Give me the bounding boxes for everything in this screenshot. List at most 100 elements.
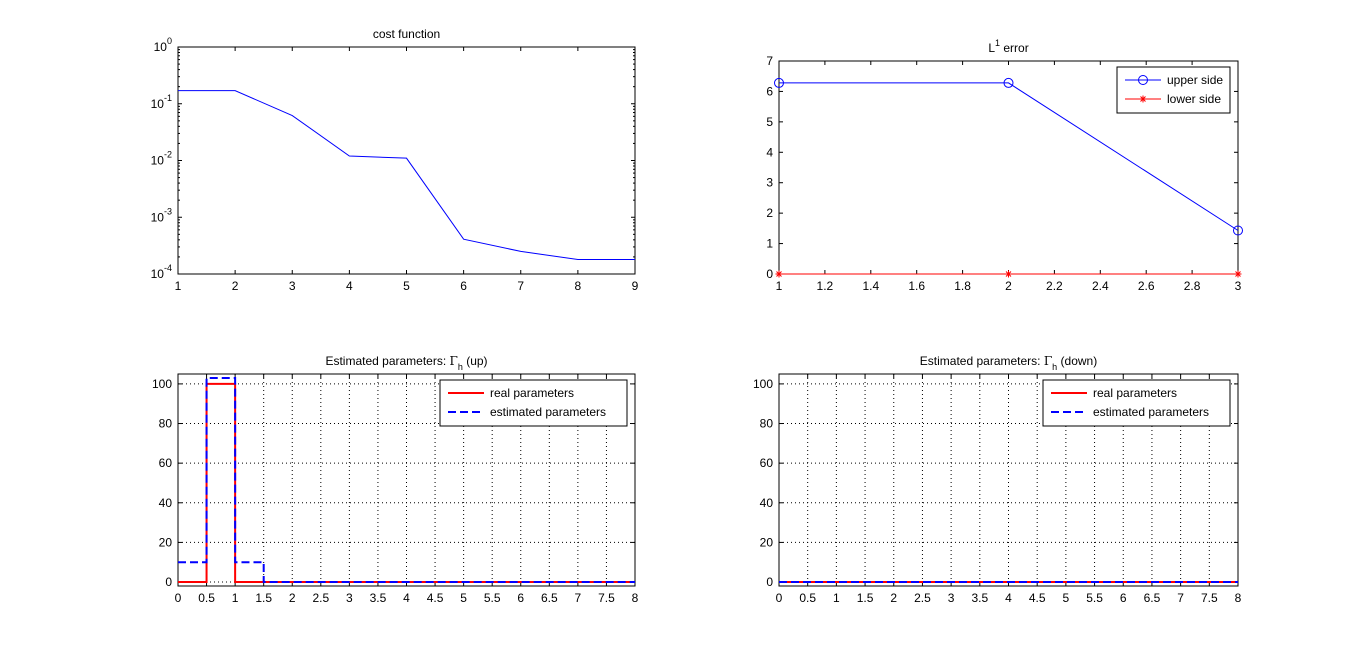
data-point-star — [775, 270, 783, 278]
y-tick-label: 6 — [766, 84, 773, 98]
x-tick-label: 2 — [1005, 279, 1012, 293]
x-tick-label: 3 — [948, 591, 955, 605]
series-line-estimated-parameters — [178, 376, 635, 584]
y-tick-label: 2 — [766, 206, 773, 220]
y-tick-label-base: 10 — [154, 40, 168, 54]
y-tick-label-exponent: -2 — [164, 150, 172, 160]
x-tick-label: 0.5 — [799, 591, 816, 605]
title-prefix: Estimated parameters: — [325, 354, 449, 368]
y-tick-label: 100 — [154, 36, 172, 54]
x-tick-label: 6 — [517, 591, 524, 605]
data-point-circle — [1003, 77, 1014, 88]
x-tick-label: 9 — [632, 279, 639, 293]
title-symbol: Γ — [450, 354, 458, 368]
data-point-star — [1005, 270, 1012, 278]
title-subscript: h — [1052, 362, 1057, 372]
x-tick-label: 5.5 — [1086, 591, 1103, 605]
title-suffix: (up) — [463, 354, 488, 368]
y-tick-label: 3 — [766, 176, 773, 190]
x-tick-label: 0.5 — [198, 591, 215, 605]
y-tick-label: 10-2 — [151, 150, 172, 168]
data-point-star — [1234, 270, 1242, 278]
legend-label: real parameters — [1093, 386, 1177, 400]
x-tick-label: 1 — [232, 591, 239, 605]
legend-box — [439, 379, 628, 427]
chart-title: Estimated parameters: Γh (down) — [920, 354, 1097, 372]
x-tick-label: 2 — [890, 591, 897, 605]
legend: upper side lower side — [1116, 66, 1231, 114]
x-tick-label: 1.2 — [817, 279, 834, 293]
x-tick-label: 3 — [346, 591, 353, 605]
x-tick-label: 0 — [776, 591, 783, 605]
y-tick-label-base: 10 — [151, 97, 165, 111]
x-tick-label: 2.5 — [312, 591, 329, 605]
y-tick-label: 20 — [159, 535, 173, 549]
y-tick-label: 100 — [753, 377, 773, 391]
series-line-real-parameters — [178, 382, 635, 584]
x-tick-label: 2.6 — [1138, 279, 1155, 293]
y-tick-label-base: 10 — [151, 267, 165, 281]
legend: real parameters estimated parameters — [439, 379, 628, 427]
x-tick-label: 1 — [175, 279, 182, 293]
series-line-0 — [178, 90, 635, 261]
chart-gamma-down: 0 0.5 1 1.5 2 2.5 3 3.5 4 4.5 5 5.5 6 6.5 7 7.5 80204060… — [753, 354, 1242, 605]
chart-title: L1 error — [988, 38, 1028, 55]
legend-label: upper side — [1167, 73, 1223, 87]
x-tick-label: 1.8 — [954, 279, 971, 293]
x-tick-label: 1.5 — [255, 591, 272, 605]
y-tick-label: 4 — [766, 145, 773, 159]
x-tick-label: 3 — [1235, 279, 1242, 293]
star-stroke — [1235, 271, 1241, 277]
legend-label: real parameters — [490, 386, 574, 400]
y-tick-label: 0 — [766, 267, 773, 281]
y-tick-label: 40 — [760, 496, 774, 510]
x-tick-label: 7.5 — [1201, 591, 1218, 605]
plot-area — [177, 46, 636, 275]
y-tick-label-base: 10 — [151, 154, 165, 168]
title-symbol: Γ — [1044, 354, 1052, 368]
title-subscript: h — [458, 362, 463, 372]
x-tick-label: 5.5 — [484, 591, 501, 605]
x-tick-label: 6 — [460, 279, 467, 293]
y-tick-label-exponent: 0 — [167, 36, 172, 46]
x-tick-label: 6.5 — [541, 591, 558, 605]
x-tick-label: 2 — [232, 279, 239, 293]
x-tick-label: 7 — [517, 279, 524, 293]
y-tick-label-base: 10 — [151, 210, 165, 224]
y-tick-label: 20 — [760, 535, 774, 549]
title-superscript: 1 — [995, 38, 1000, 48]
legend: real parameters estimated parameters — [1042, 379, 1231, 427]
x-tick-label: 2.8 — [1184, 279, 1201, 293]
x-tick-label: 4.5 — [427, 591, 444, 605]
x-tick-label: 6.5 — [1144, 591, 1161, 605]
y-tick-label: 10-1 — [151, 93, 172, 111]
y-tick-label: 7 — [766, 54, 773, 68]
chart-title: Estimated parameters: Γh (up) — [325, 354, 487, 372]
data-point-circle — [774, 77, 784, 88]
title-suffix: (down) — [1057, 354, 1097, 368]
x-tick-label: 1.5 — [857, 591, 874, 605]
title-prefix: Estimated parameters: — [920, 354, 1044, 368]
y-tick-label-exponent: -4 — [164, 263, 172, 273]
x-tick-label: 2.4 — [1092, 279, 1109, 293]
x-tick-label: 4 — [403, 591, 410, 605]
legend-box — [1116, 66, 1231, 114]
star-stroke — [1140, 96, 1146, 102]
title-base: L — [988, 41, 995, 55]
x-tick-label: 7.5 — [598, 591, 615, 605]
legend-swatch-marker — [1138, 75, 1148, 85]
chart-title: cost function — [373, 27, 440, 41]
x-tick-label: 1.4 — [862, 279, 879, 293]
x-tick-label: 2.5 — [914, 591, 931, 605]
x-tick-label: 3 — [289, 279, 296, 293]
legend-swatch-marker — [1139, 95, 1147, 103]
x-tick-label: 6 — [1120, 591, 1127, 605]
star-stroke — [1005, 271, 1012, 277]
y-tick-label: 60 — [760, 456, 774, 470]
x-tick-label: 8 — [632, 591, 639, 605]
legend-label: lower side — [1167, 92, 1221, 106]
x-tick-label: 0 — [175, 591, 182, 605]
x-tick-label: 4 — [1005, 591, 1012, 605]
